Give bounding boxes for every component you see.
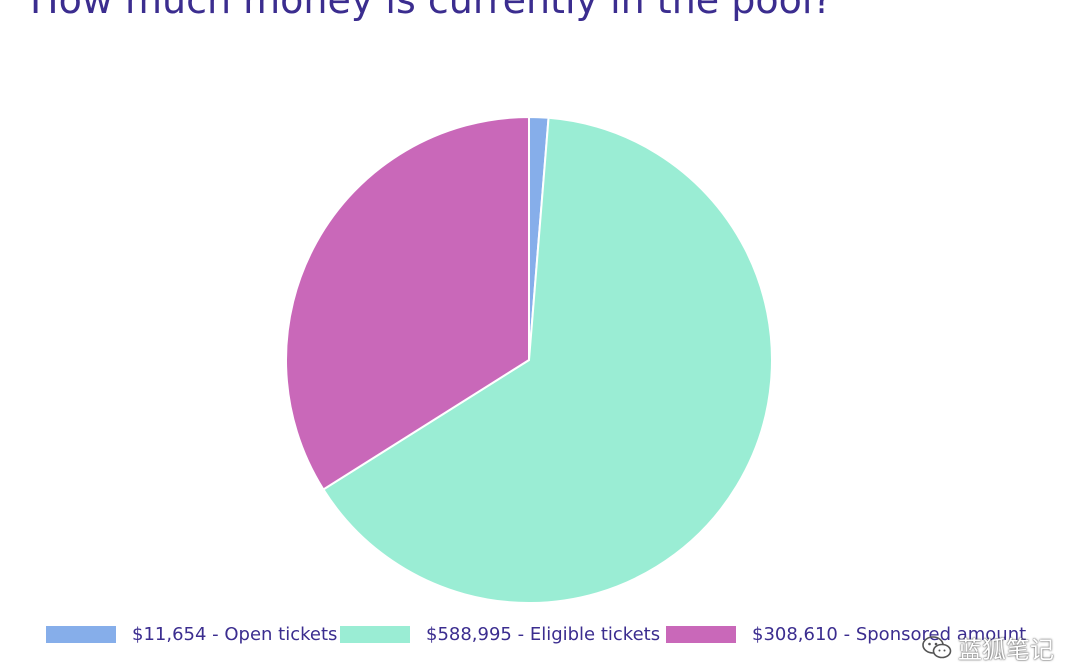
watermark: 蓝狐笔记: [922, 630, 1054, 665]
legend-swatch-eligible-tickets: [340, 625, 410, 643]
legend-swatch-sponsored-amount: [666, 625, 736, 643]
legend-label-open-tickets: $11,654 - Open tickets: [132, 623, 338, 645]
wechat-icon: [922, 635, 952, 658]
legend-item-open-tickets[interactable]: $11,654 - Open tickets: [46, 620, 337, 648]
legend-label-eligible-tickets: $588,995 - Eligible tickets: [426, 623, 661, 645]
watermark-text: 蓝狐笔记: [958, 636, 1054, 664]
legend-label-sponsored-amount: $308,610 - Sponsored amount: [752, 623, 1027, 645]
pie-slice-eligible-tickets[interactable]: [321, 116, 773, 604]
legend: $11,654 - Open tickets $588,995 - Eligib…: [0, 620, 1080, 648]
pie-slice-sponsored-amount[interactable]: [285, 115, 530, 491]
legend-item-sponsored-amount[interactable]: $308,610 - Sponsored amount: [666, 620, 1026, 648]
legend-swatch-open-tickets: [46, 625, 116, 643]
legend-item-eligible-tickets[interactable]: $588,995 - Eligible tickets: [340, 620, 660, 648]
chart-title: How much money is currently in the pool?: [30, 0, 833, 22]
